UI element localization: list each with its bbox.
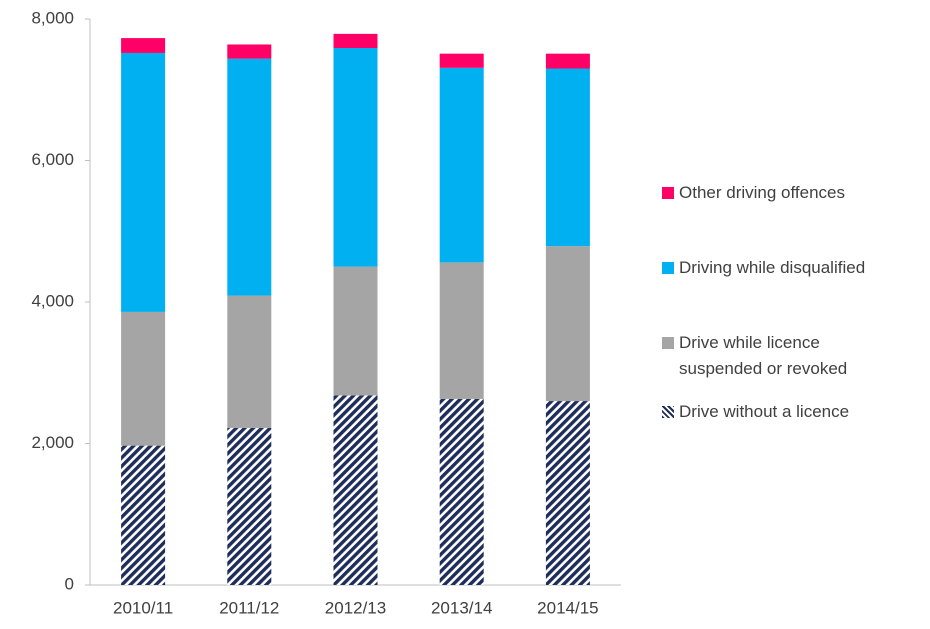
x-tick-label: 2010/11 <box>113 598 173 617</box>
y-tick-label: 4,000 <box>31 291 74 310</box>
legend-label: Other driving offences <box>679 183 845 202</box>
y-tick-label: 0 <box>65 574 74 593</box>
legend-swatch <box>662 187 674 199</box>
bar-segment <box>439 67 484 263</box>
bar-segment <box>545 246 590 402</box>
legend-label: Driving while disqualified <box>679 258 866 277</box>
bar-segment <box>227 44 272 59</box>
y-tick-label: 2,000 <box>31 433 74 452</box>
legend-item: Driving while disqualified <box>662 255 914 281</box>
bar-segment <box>545 68 590 247</box>
legend-item: Drive while licence suspended or revoked <box>662 330 879 382</box>
bar-segment <box>439 262 484 399</box>
bar-segment <box>333 266 378 396</box>
bar-segment <box>545 53 590 69</box>
x-tick-label: 2012/13 <box>325 598 386 617</box>
y-tick-label: 8,000 <box>31 8 74 27</box>
y-tick-label: 6,000 <box>31 150 74 169</box>
x-tick-label: 2014/15 <box>537 598 598 617</box>
legend-item: Other driving offences <box>662 180 914 206</box>
legend-swatch <box>662 262 674 274</box>
bar-segment <box>333 48 378 267</box>
bar-segment <box>333 33 378 49</box>
x-tick-label: 2011/12 <box>219 598 279 617</box>
bar-segment <box>545 401 590 585</box>
legend-swatch <box>662 337 674 349</box>
legend-label: Drive while licence suspended or revoked <box>679 333 848 378</box>
bar-segment <box>439 53 484 68</box>
legend-swatch <box>662 406 674 418</box>
legend-label: Drive without a licence <box>679 402 850 421</box>
bar-segment <box>333 395 378 585</box>
bar-segment <box>227 295 272 428</box>
x-tick-label: 2013/14 <box>431 598 492 617</box>
bar-segment <box>121 311 166 446</box>
bar-segment <box>227 427 272 585</box>
bar-segment <box>227 58 272 296</box>
legend-item: Drive without a licence <box>662 399 914 425</box>
bar-segment <box>121 445 166 585</box>
bar-segment <box>121 52 166 312</box>
bar-segment <box>439 398 484 585</box>
bar-segment <box>121 38 166 53</box>
